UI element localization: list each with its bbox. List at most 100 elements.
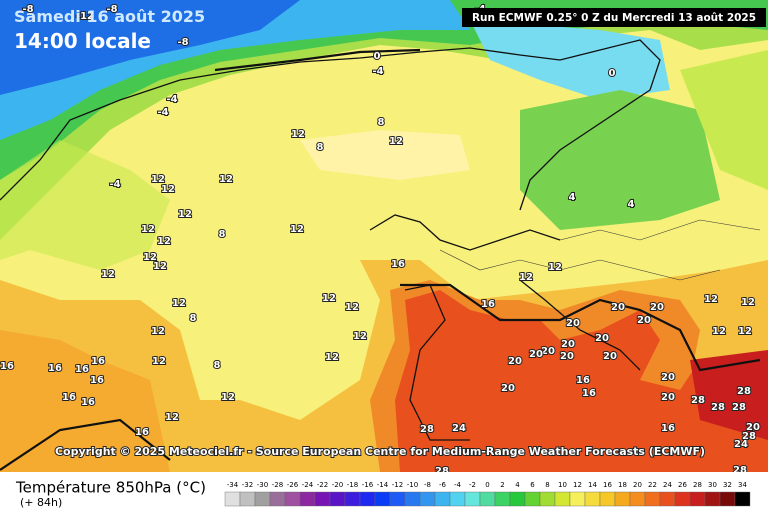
contour-label: 12 — [738, 326, 752, 337]
scale-label: -18 — [347, 481, 358, 489]
scale-label: -20 — [332, 481, 343, 489]
scale-label: -30 — [257, 481, 268, 489]
contour-label: 12 — [141, 224, 155, 235]
contour-label: 28 — [711, 402, 725, 413]
contour-label: 4 — [628, 199, 635, 210]
contour-label: -4 — [157, 107, 168, 118]
contour-label: 12 — [221, 392, 235, 403]
scale-label: -4 — [454, 481, 462, 489]
scale-swatch — [719, 491, 736, 507]
contour-label: 16 — [661, 423, 675, 434]
contour-label: 12 — [151, 174, 165, 185]
scale-swatch — [299, 491, 316, 507]
contour-label: 16 — [135, 427, 149, 438]
contour-label: 16 — [90, 375, 104, 386]
contour-label: 12 — [143, 252, 157, 263]
contour-label: 12 — [353, 331, 367, 342]
contour-label: 12 — [325, 352, 339, 363]
contour-label: 12 — [322, 293, 336, 304]
scale-swatch — [419, 491, 436, 507]
scale-label: 28 — [693, 481, 702, 489]
contour-label: 12 — [704, 294, 718, 305]
scale-label: 8 — [545, 481, 549, 489]
contour-label: -4 — [166, 94, 177, 105]
scale-swatch — [644, 491, 661, 507]
scale-label: -12 — [392, 481, 403, 489]
contour-label: 16 — [48, 363, 62, 374]
contour-label: 16 — [62, 392, 76, 403]
scale-label: 0 — [485, 481, 489, 489]
time: 14:00 locale — [14, 29, 151, 53]
contour-label: 20 — [661, 392, 675, 403]
contour-label: 20 — [603, 351, 617, 362]
contour-label: 16 — [0, 361, 14, 372]
scale-label: -26 — [287, 481, 299, 489]
contour-label: 12 — [290, 224, 304, 235]
color-scale: -34 -32 -30 -28 -26 -24 -22 -20 -18 -16 -14 -12 -10-… — [224, 481, 751, 507]
scale-label: 20 — [633, 481, 642, 489]
contour-label: 28 — [420, 424, 434, 435]
scale-label: 14 — [588, 481, 597, 489]
contour-label: 16 — [91, 356, 105, 367]
contour-label: 28 — [691, 395, 705, 406]
run-box — [462, 8, 766, 27]
scale-swatch — [614, 491, 631, 507]
scale-label: -10 — [407, 481, 418, 489]
run-info: Run ECMWF 0.25° 0 Z du Mercredi 13 août … — [472, 12, 756, 24]
scale-swatch — [539, 491, 556, 507]
contour-label: 12 — [389, 136, 403, 147]
scale-swatch — [404, 491, 421, 507]
contour-label: 28 — [737, 386, 751, 397]
scale-label: -2 — [469, 481, 476, 489]
scale-label: -24 — [302, 481, 314, 489]
contour-label: 4 — [569, 192, 576, 203]
contour-label: 16 — [576, 375, 590, 386]
contour-label: 12 — [219, 174, 233, 185]
scale-label: 34 — [738, 481, 747, 489]
contour-label: 12 — [519, 272, 533, 283]
scale-label: 16 — [603, 481, 612, 489]
scale-swatch — [254, 491, 271, 507]
contour-label: 8 — [219, 229, 226, 240]
scale-swatch — [689, 491, 706, 507]
scale-label: -32 — [242, 481, 253, 489]
contour-label: 8 — [378, 117, 385, 128]
scale-swatch — [449, 491, 466, 507]
contour-label: 20 — [595, 333, 609, 344]
contour-label: 20 — [529, 349, 543, 360]
scale-swatch — [599, 491, 616, 507]
contour-label: 28 — [742, 431, 756, 442]
contour-label: 12 — [345, 302, 359, 313]
contour-label: 12 — [712, 326, 726, 337]
contour-label: 12 — [153, 261, 167, 272]
scale-label: 24 — [663, 481, 672, 489]
contour-label: 12 — [178, 209, 192, 220]
scale-swatch — [524, 491, 541, 507]
scale-swatch — [569, 491, 586, 507]
contour-label: 20 — [611, 302, 625, 313]
contour-label: 16 — [582, 388, 596, 399]
contour-label: -4 — [372, 66, 383, 77]
contour-label: 16 — [391, 259, 405, 270]
scale-swatch — [704, 491, 721, 507]
contour-label: 12 — [151, 326, 165, 337]
scale-swatch — [269, 491, 286, 507]
scale-swatch — [464, 491, 481, 507]
scale-swatch — [494, 491, 511, 507]
contour-label: 16 — [481, 299, 495, 310]
scale-swatch — [734, 491, 751, 507]
contour-label: 16 — [81, 397, 95, 408]
scale-label: 18 — [618, 481, 627, 489]
contour-label: 8 — [317, 142, 324, 153]
contour-label: -8 — [106, 4, 117, 15]
scale-swatch — [344, 491, 361, 507]
contour-label: 8 — [214, 360, 221, 371]
contour-label: 0 — [374, 51, 381, 62]
scale-swatch — [239, 491, 256, 507]
scale-swatch — [359, 491, 376, 507]
contour-label: 20 — [661, 372, 675, 383]
contour-label: 12 — [161, 184, 175, 195]
contour-label: 12 — [157, 236, 171, 247]
contour-label: 24 — [452, 423, 466, 434]
contour-label: -8 — [177, 37, 188, 48]
